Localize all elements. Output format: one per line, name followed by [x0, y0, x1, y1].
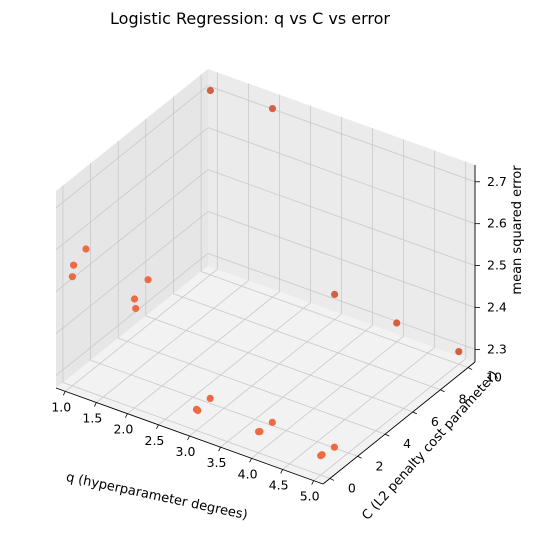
z-grid-left [55, 85, 209, 209]
y-tick-mark [467, 367, 473, 370]
data-point [68, 273, 76, 281]
x-tick-mark [187, 435, 190, 441]
z-grid-left [55, 127, 209, 250]
x-grid-floor [282, 347, 435, 470]
x-grid-floor [220, 324, 373, 448]
x-axis-label: q (hyperparameter degrees) [65, 470, 249, 523]
x-tick-mark [280, 469, 283, 474]
x-tick-label: 4.5 [269, 477, 289, 492]
y-grid-floor [90, 359, 358, 457]
y-tick-label: 8 [458, 392, 466, 407]
data-point [132, 304, 140, 313]
z-grid-back [207, 211, 476, 308]
z-tick-label: 2.4 [487, 300, 507, 315]
data-point [455, 348, 463, 356]
data-point [330, 443, 338, 451]
data-point [255, 428, 263, 436]
data-point [130, 295, 139, 303]
data-point [268, 105, 277, 113]
x-tick-mark [94, 402, 97, 407]
z-grid-left [55, 211, 209, 334]
left-pane [56, 69, 208, 388]
z-grid-left [55, 169, 209, 292]
y-tick-label: 0 [348, 480, 356, 495]
data-point [331, 290, 339, 298]
y-tick-label: 2 [376, 458, 384, 473]
z-grid-back [207, 127, 476, 225]
z-grid-back [207, 253, 476, 350]
data-point [317, 452, 325, 460]
y-tick-mark [329, 478, 335, 481]
data-point [70, 261, 78, 269]
x-tick-mark [125, 413, 128, 418]
x-grid-floor [313, 358, 466, 481]
y-grid-floor [118, 337, 386, 435]
grid-lines [55, 72, 476, 481]
y-tick-mark [412, 411, 417, 415]
y-tick-label: 10 [486, 370, 502, 385]
data-point [192, 405, 201, 413]
z-grid-back [207, 85, 476, 183]
data-point [82, 245, 90, 253]
tick-labels: 1.0 1.5 2.0 2.5 3.0 3.5 4.0 4.5 5.0 0 2 4 6 8 10 2.3 2.4… [51, 174, 507, 504]
x-tick-label: 1.5 [82, 411, 102, 426]
x-grid-floor [158, 302, 311, 426]
y-grid-floor [173, 293, 441, 391]
z-grid-left [55, 253, 209, 376]
y-grid-floor [200, 271, 469, 368]
data-points [68, 86, 463, 460]
data-point [206, 394, 214, 402]
y-grid-floor [145, 315, 413, 413]
x-grid-floor [127, 291, 280, 414]
x-tick-mark [218, 446, 221, 452]
y-tick-mark [357, 455, 362, 459]
z-grid-back [207, 169, 476, 266]
data-point [393, 319, 401, 327]
chart-title: Logistic Regression: q vs C vs error [110, 9, 390, 28]
x-tick-label: 5.0 [300, 489, 320, 504]
y-tick-mark [385, 433, 390, 437]
x-tick-label: 3.0 [176, 444, 196, 459]
x-grid-floor [96, 280, 249, 403]
x-tick-label: 2.5 [145, 433, 165, 448]
x-grid-floor [65, 269, 218, 392]
x-tick-mark [156, 424, 159, 430]
z-tick-label: 2.7 [487, 174, 507, 189]
x-tick-label: 1.0 [51, 399, 71, 414]
z-tick-label: 2.3 [487, 341, 507, 356]
z-axis-label: mean squared error [510, 165, 525, 295]
y-axis-line [322, 361, 476, 485]
x-tick-mark [62, 391, 66, 396]
data-point [206, 86, 214, 95]
x-grid-floor [189, 313, 342, 437]
x-tick-label: 3.5 [207, 455, 227, 470]
y-grid-floor [62, 382, 331, 479]
x-tick-label: 4.0 [238, 466, 258, 481]
x-grid-floor [251, 336, 404, 459]
z-tick-label: 2.6 [487, 216, 507, 231]
data-point [268, 418, 276, 426]
y-tick-mark [440, 389, 445, 393]
z-tick-label: 2.5 [487, 258, 507, 273]
x-tick-label: 2.0 [113, 422, 133, 437]
y-tick-label: 6 [431, 414, 439, 429]
x-tick-mark [249, 458, 252, 463]
data-point [144, 276, 152, 284]
x-tick-mark [311, 480, 315, 485]
y-tick-label: 4 [403, 436, 411, 451]
